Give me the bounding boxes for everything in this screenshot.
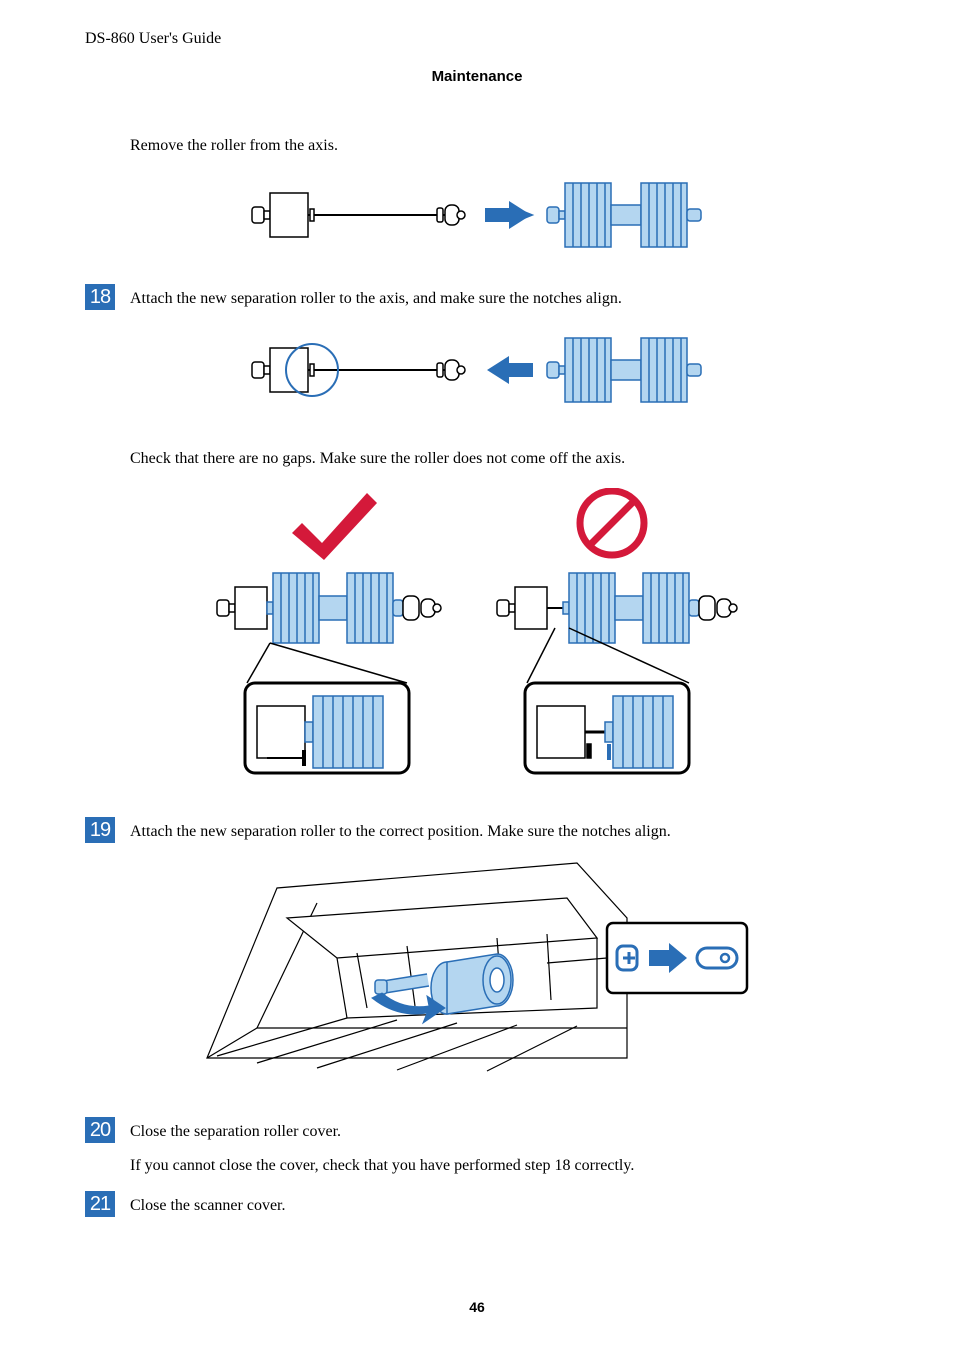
figure-attach-roller	[85, 325, 869, 420]
document-page: DS-860 User's Guide Maintenance Remove t…	[0, 0, 954, 1350]
header-text: DS-860 User's Guide	[85, 30, 869, 48]
step-19: 19 Attach the new separation roller to t…	[85, 821, 869, 843]
step-20-text: Close the separation roller cover.	[130, 1121, 869, 1143]
step-number-badge: 20	[85, 1117, 115, 1143]
step-21-text: Close the scanner cover.	[130, 1195, 869, 1217]
step-20-note: If you cannot close the cover, check tha…	[130, 1155, 869, 1177]
figure-correct-incorrect	[85, 488, 869, 793]
step-number-badge: 18	[85, 284, 115, 310]
step-number-badge: 19	[85, 817, 115, 843]
intro-text: Remove the roller from the axis.	[130, 135, 869, 157]
step-20: 20 Close the separation roller cover.	[85, 1121, 869, 1143]
step-18-note: Check that there are no gaps. Make sure …	[130, 448, 869, 470]
check-icon	[292, 493, 377, 560]
section-title: Maintenance	[85, 68, 869, 85]
page-number: 46	[0, 1299, 954, 1315]
figure-remove-roller	[85, 175, 869, 260]
step-18-text: Attach the new separation roller to the …	[130, 288, 869, 310]
step-21: 21 Close the scanner cover.	[85, 1195, 869, 1217]
step-number-badge: 21	[85, 1191, 115, 1217]
step-19-text: Attach the new separation roller to the …	[130, 821, 869, 843]
figure-scanner-interior	[85, 858, 869, 1093]
step-18: 18 Attach the new separation roller to t…	[85, 288, 869, 310]
